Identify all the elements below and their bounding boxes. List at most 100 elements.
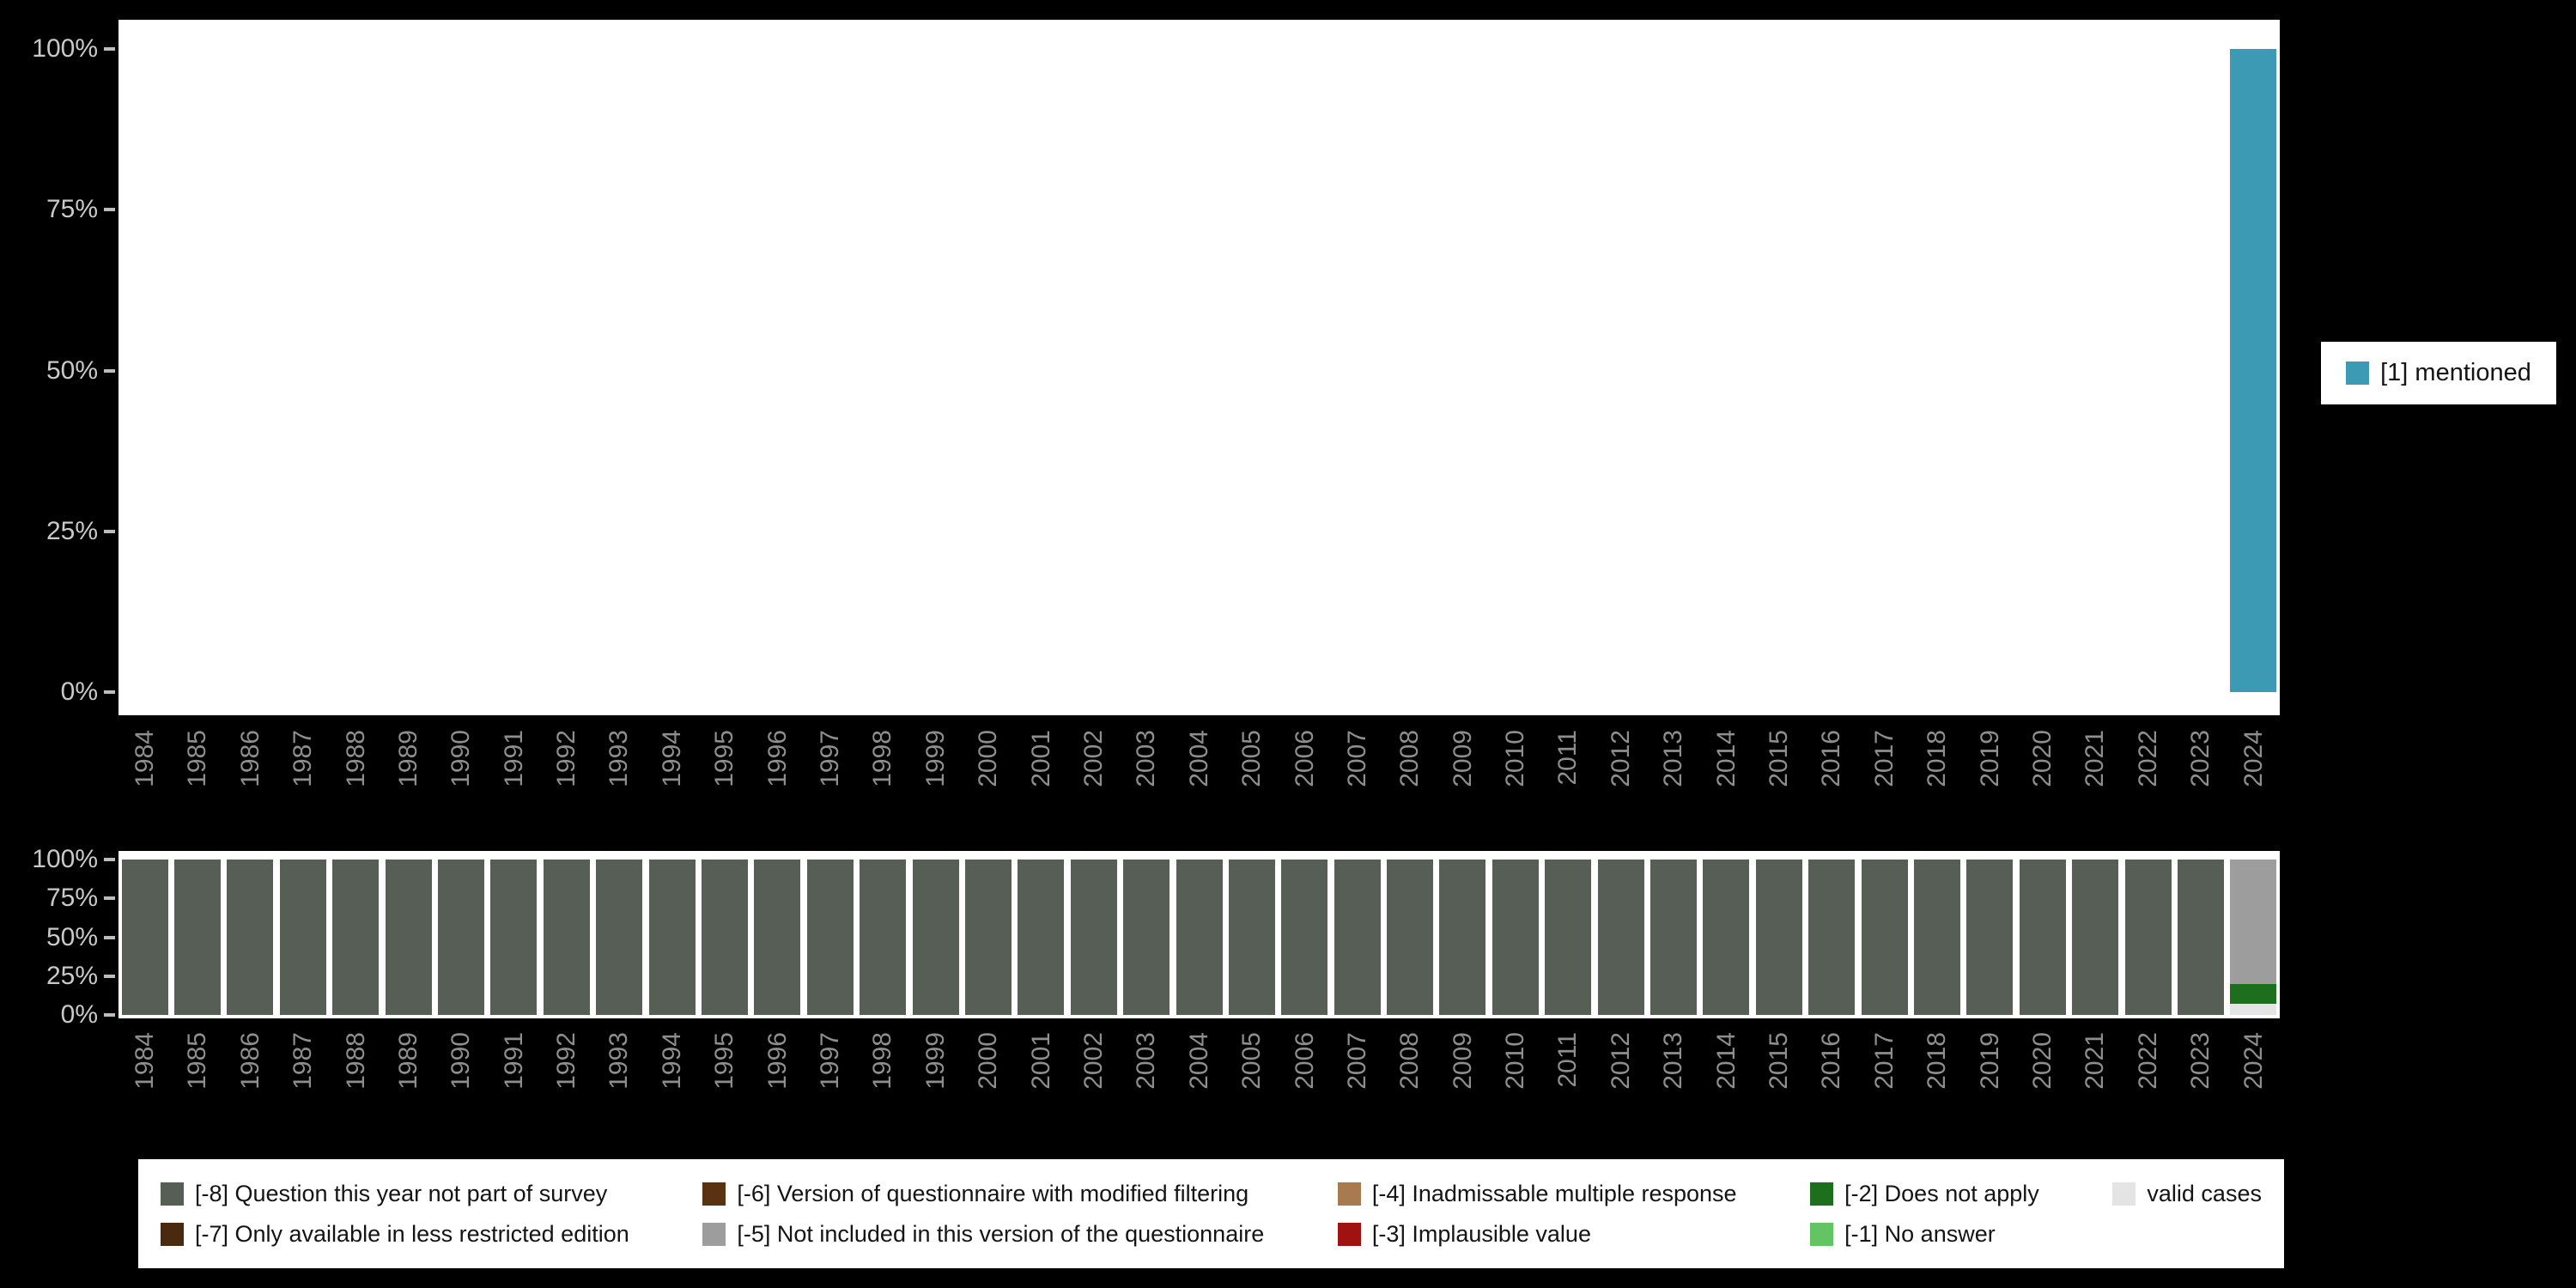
x-tick: 2013 <box>1647 721 1699 829</box>
x-tick-label: 2012 <box>1606 730 1635 787</box>
legend-swatch <box>702 1182 726 1206</box>
stack-segment <box>596 860 643 1015</box>
bar-slot <box>224 49 276 692</box>
stacked-bar-1999 <box>912 860 959 1015</box>
missing-values-legend: [-8] Question this year not part of surv… <box>138 1159 2284 1268</box>
legend-swatch <box>161 1182 184 1206</box>
bar-slot <box>2174 49 2227 692</box>
stack-slot <box>1015 860 1067 1015</box>
y-tick: 0% <box>61 677 115 707</box>
x-tick-label: 2002 <box>1078 730 1108 787</box>
stacked-bar-2003 <box>1123 860 1170 1015</box>
x-tick-label: 1999 <box>920 730 950 787</box>
x-tick: 2000 <box>962 721 1014 829</box>
x-tick-label: 2022 <box>2133 1032 2162 1090</box>
stack-slot <box>1120 860 1172 1015</box>
stack-segment <box>2230 860 2277 984</box>
y-tick: 100% <box>32 845 115 874</box>
bar-slot <box>1806 49 1858 692</box>
stack-segment <box>860 860 907 1015</box>
stack-slot <box>698 860 750 1015</box>
stack-segment <box>438 860 485 1015</box>
stack-segment <box>964 860 1012 1015</box>
y-tick: 100% <box>32 34 115 64</box>
bar-slot <box>1067 49 1120 692</box>
legend-label: valid cases <box>2147 1180 2262 1206</box>
stack-segment <box>1281 860 1328 1015</box>
x-tick-label: 1991 <box>499 730 528 787</box>
x-tick-label: 2009 <box>1448 1032 1477 1090</box>
x-tick: 2002 <box>1067 1024 1120 1135</box>
x-tick: 2007 <box>1331 1024 1383 1135</box>
stack-segment <box>648 860 696 1015</box>
x-tick: 1996 <box>751 721 804 829</box>
x-tick-label: 2007 <box>1342 730 1371 787</box>
x-tick-label: 1985 <box>183 730 212 787</box>
x-tick-label: 2018 <box>1923 730 1952 787</box>
stack-slot <box>2227 860 2280 1015</box>
x-tick-label: 2006 <box>1290 730 1319 787</box>
legend-label: [-6] Version of questionnaire with modif… <box>737 1180 1249 1206</box>
x-tick: 1997 <box>804 721 856 829</box>
stack-segment <box>1492 860 1539 1015</box>
x-tick-label: 1995 <box>710 730 739 787</box>
stack-segment <box>701 860 748 1015</box>
x-tick: 1987 <box>276 1024 329 1135</box>
x-tick: 2003 <box>1120 721 1172 829</box>
x-tick: 2024 <box>2227 1024 2280 1135</box>
x-tick-label: 2000 <box>974 730 1003 787</box>
stack-segment <box>2124 860 2172 1015</box>
bar-slot <box>962 49 1014 692</box>
x-tick: 2005 <box>1225 721 1278 829</box>
legend-item-mentioned: [1] mentioned <box>2346 359 2531 387</box>
stacked-bar-2011 <box>1545 860 1592 1015</box>
stacked-bar-2017 <box>1861 860 1908 1015</box>
x-tick-label: 2000 <box>974 1032 1003 1090</box>
x-tick-label: 2014 <box>1711 730 1741 787</box>
x-tick-label: 1987 <box>289 730 318 787</box>
legend-item-missing-category: [-4] Inadmissable multiple response <box>1337 1181 1737 1207</box>
stack-segment <box>1808 860 1856 1015</box>
bar-slot <box>276 49 329 692</box>
stacked-bar-1988 <box>332 860 380 1015</box>
y-tick: 0% <box>61 1000 115 1030</box>
y-tick-mark <box>104 529 115 533</box>
y-tick-mark <box>104 1013 115 1017</box>
stack-segment <box>1018 860 1065 1015</box>
stacked-bar-1993 <box>596 860 643 1015</box>
bar-slot <box>1225 49 1278 692</box>
x-tick: 2009 <box>1437 1024 1489 1135</box>
x-tick-label: 2017 <box>1869 730 1899 787</box>
bar-slot <box>856 49 908 692</box>
x-tick-label: 2016 <box>1817 1032 1846 1090</box>
x-tick-label: 2021 <box>2081 1032 2110 1090</box>
bar-slot <box>698 49 750 692</box>
bar-slot <box>1542 49 1595 692</box>
x-tick-label: 2020 <box>2028 730 2057 787</box>
stack-slot <box>2174 860 2227 1015</box>
y-tick: 50% <box>46 923 115 952</box>
x-tick-label: 2017 <box>1869 1032 1899 1090</box>
x-tick: 2014 <box>1700 1024 1753 1135</box>
bar-slot <box>1383 49 1436 692</box>
stacked-bar-1997 <box>806 860 854 1015</box>
legend-swatch <box>1810 1182 1834 1206</box>
legend-swatch <box>1337 1222 1361 1246</box>
legend-swatch <box>2112 1182 2136 1206</box>
x-tick-label: 1992 <box>552 730 581 787</box>
stack-slot <box>118 860 171 1015</box>
x-tick: 2013 <box>1647 1024 1699 1135</box>
stacked-bar-2022 <box>2124 860 2172 1015</box>
stacked-bar-2021 <box>2072 860 2119 1015</box>
bar-slot <box>1331 49 1383 692</box>
legend-item-missing-category: [-8] Question this year not part of surv… <box>161 1181 629 1207</box>
legend-label: [-5] Not included in this version of the… <box>737 1220 1265 1247</box>
stack-slot <box>1067 860 1120 1015</box>
bar-2024 <box>2230 49 2277 692</box>
x-tick: 1985 <box>171 721 223 829</box>
x-tick-label: 1997 <box>816 1032 845 1090</box>
stack-segment <box>1861 860 1908 1015</box>
stacked-bar-2000 <box>964 860 1012 1015</box>
stacked-bar-2010 <box>1492 860 1539 1015</box>
